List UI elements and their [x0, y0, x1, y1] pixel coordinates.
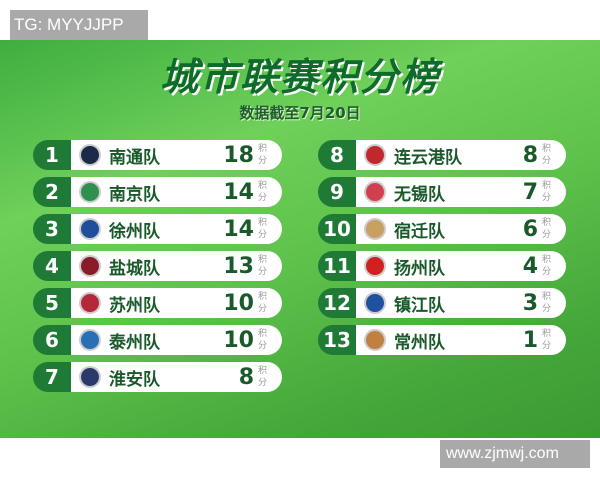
rank-badge: 7: [33, 362, 71, 392]
team-name: 宿迁队: [394, 221, 445, 242]
team-points: 3: [522, 290, 538, 316]
page-title: 城市联赛积分榜: [159, 55, 440, 99]
team-logo-icon: [364, 218, 386, 240]
team-logo-icon: [79, 181, 101, 203]
points-unit: 积分: [258, 292, 268, 314]
standing-row: 10 宿迁队 6 积分: [318, 214, 566, 244]
team-logo-icon: [364, 292, 386, 314]
standing-row: 1 南通队 18 积分: [33, 140, 282, 170]
team-points: 6: [522, 216, 538, 242]
team-logo-icon: [364, 144, 386, 166]
watermark-top: TG: MYYJJPP: [10, 10, 148, 40]
rank-badge: 4: [33, 251, 71, 281]
team-points: 10: [223, 290, 254, 316]
team-name: 扬州队: [394, 258, 445, 279]
points-unit: 积分: [542, 292, 552, 314]
team-points: 4: [522, 253, 538, 279]
team-logo-icon: [79, 329, 101, 351]
team-points: 8: [238, 364, 254, 390]
team-name: 泰州队: [109, 332, 160, 353]
team-points: 18: [223, 142, 254, 168]
points-unit: 积分: [542, 329, 552, 351]
standing-row: 2 南京队 14 积分: [33, 177, 282, 207]
team-name: 南通队: [109, 147, 160, 168]
standing-row: 9 无锡队 7 积分: [318, 177, 566, 207]
team-logo-icon: [364, 255, 386, 277]
rank-badge: 3: [33, 214, 71, 244]
team-pill: 宿迁队 6 积分: [356, 214, 566, 244]
team-name: 无锡队: [394, 184, 445, 205]
team-pill: 镇江队 3 积分: [356, 288, 566, 318]
standing-row: 5 苏州队 10 积分: [33, 288, 282, 318]
team-logo-icon: [79, 366, 101, 388]
team-pill: 南京队 14 积分: [71, 177, 282, 207]
team-pill: 无锡队 7 积分: [356, 177, 566, 207]
standing-row: 11 扬州队 4 积分: [318, 251, 566, 281]
team-pill: 盐城队 13 积分: [71, 251, 282, 281]
points-unit: 积分: [542, 218, 552, 240]
team-name: 淮安队: [109, 369, 160, 390]
points-unit: 积分: [258, 218, 268, 240]
team-logo-icon: [364, 181, 386, 203]
watermark-bottom: www.zjmwj.com: [440, 440, 590, 468]
rank-badge: 9: [318, 177, 356, 207]
points-unit: 积分: [542, 144, 552, 166]
team-logo-icon: [79, 144, 101, 166]
rank-badge: 10: [318, 214, 356, 244]
points-unit: 积分: [258, 181, 268, 203]
team-pill: 泰州队 10 积分: [71, 325, 282, 355]
team-logo-icon: [79, 255, 101, 277]
team-points: 14: [223, 179, 254, 205]
team-points: 14: [223, 216, 254, 242]
team-name: 徐州队: [109, 221, 160, 242]
team-points: 7: [522, 179, 538, 205]
rank-badge: 8: [318, 140, 356, 170]
team-logo-icon: [79, 292, 101, 314]
team-pill: 扬州队 4 积分: [356, 251, 566, 281]
team-name: 常州队: [394, 332, 445, 353]
team-points: 8: [522, 142, 538, 168]
team-pill: 连云港队 8 积分: [356, 140, 566, 170]
rank-badge: 2: [33, 177, 71, 207]
points-unit: 积分: [542, 181, 552, 203]
points-unit: 积分: [258, 255, 268, 277]
team-name: 盐城队: [109, 258, 160, 279]
standing-row: 13 常州队 1 积分: [318, 325, 566, 355]
points-unit: 积分: [258, 144, 268, 166]
team-pill: 常州队 1 积分: [356, 325, 566, 355]
team-pill: 淮安队 8 积分: [71, 362, 282, 392]
rank-badge: 1: [33, 140, 71, 170]
team-pill: 徐州队 14 积分: [71, 214, 282, 244]
team-points: 13: [223, 253, 254, 279]
team-logo-icon: [79, 218, 101, 240]
standing-row: 3 徐州队 14 积分: [33, 214, 282, 244]
date-subtitle: 数据截至7月20日: [239, 104, 361, 122]
points-unit: 积分: [258, 329, 268, 351]
team-pill: 南通队 18 积分: [71, 140, 282, 170]
standing-row: 12 镇江队 3 积分: [318, 288, 566, 318]
rank-badge: 5: [33, 288, 71, 318]
rank-badge: 13: [318, 325, 356, 355]
team-logo-icon: [364, 329, 386, 351]
team-name: 连云港队: [394, 147, 462, 168]
team-pill: 苏州队 10 积分: [71, 288, 282, 318]
standing-row: 7 淮安队 8 积分: [33, 362, 282, 392]
team-name: 苏州队: [109, 295, 160, 316]
standing-row: 6 泰州队 10 积分: [33, 325, 282, 355]
rank-badge: 12: [318, 288, 356, 318]
standing-row: 4 盐城队 13 积分: [33, 251, 282, 281]
points-unit: 积分: [258, 366, 268, 388]
team-points: 1: [522, 327, 538, 353]
points-unit: 积分: [542, 255, 552, 277]
standings-board: 城市联赛积分榜 数据截至7月20日 1 南通队 18 积分 2 南京队 14 积…: [0, 40, 600, 438]
team-points: 10: [223, 327, 254, 353]
team-name: 南京队: [109, 184, 160, 205]
team-name: 镇江队: [394, 295, 445, 316]
rank-badge: 11: [318, 251, 356, 281]
rank-badge: 6: [33, 325, 71, 355]
standing-row: 8 连云港队 8 积分: [318, 140, 566, 170]
